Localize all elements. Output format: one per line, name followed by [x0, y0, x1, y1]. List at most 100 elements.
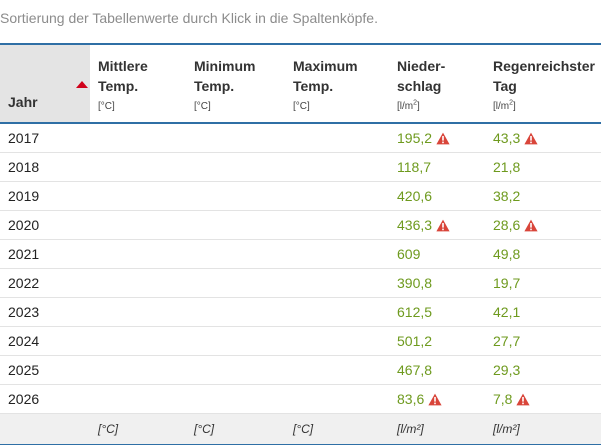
cell-year: 2025 — [0, 355, 90, 384]
column-header-line2: Tag — [493, 78, 517, 94]
cell-regenreichster-tag: 7,8 — [485, 384, 601, 413]
cell-mittlere-temp — [90, 152, 186, 181]
cell-regenreichster-tag-value: 43,3 — [493, 129, 521, 146]
weather-data-table: Jahr Mittlere Temp. [°C] Minimum Temp. [… — [0, 43, 601, 445]
cell-regenreichster-tag: 27,7 — [485, 326, 601, 355]
cell-maximum-temp — [285, 326, 389, 355]
cell-niederschlag-value: 390,8 — [397, 274, 433, 291]
cell-minimum-temp — [186, 297, 285, 326]
cell-regenreichster-tag-value: 28,6 — [493, 216, 521, 233]
cell-niederschlag: 436,3 — [389, 210, 485, 239]
cell-year: 2020 — [0, 210, 90, 239]
warning-triangle-icon — [428, 393, 442, 406]
cell-minimum-temp — [186, 355, 285, 384]
unit-end: ] — [513, 101, 516, 112]
table-header-row: Jahr Mittlere Temp. [°C] Minimum Temp. [… — [0, 44, 601, 123]
cell-mittlere-temp — [90, 384, 186, 413]
cell-year: 2023 — [0, 297, 90, 326]
cell-year-value: 2022 — [8, 274, 40, 291]
cell-year-value: 2024 — [8, 332, 40, 349]
column-header-line1: Mittlere — [98, 58, 148, 74]
column-header-unit: [°C] — [98, 101, 115, 112]
cell-niederschlag: 467,8 — [389, 355, 485, 384]
column-header-maximum-temp[interactable]: Maximum Temp. [°C] — [285, 44, 389, 123]
cell-niederschlag: 420,6 — [389, 181, 485, 210]
cell-year-value: 2023 — [8, 303, 40, 320]
cell-mittlere-temp — [90, 297, 186, 326]
cell-regenreichster-tag-value: 19,7 — [493, 274, 521, 291]
table-row: 2019 420,6 38,2 — [0, 181, 601, 210]
cell-year: 2022 — [0, 268, 90, 297]
cell-regenreichster-tag-value: 29,3 — [493, 361, 521, 378]
sort-ascending-icon — [76, 81, 88, 88]
table-row: 2018 118,7 21,8 — [0, 152, 601, 181]
footer-unit-maximum-temp: [°C] — [293, 421, 314, 436]
cell-niederschlag-value: 609 — [397, 245, 421, 262]
table-row: 2022 390,8 19,7 — [0, 268, 601, 297]
cell-niederschlag-value: 467,8 — [397, 361, 433, 378]
cell-year-value: 2017 — [8, 129, 40, 146]
cell-regenreichster-tag-value: 42,1 — [493, 303, 521, 320]
column-header-minimum-temp[interactable]: Minimum Temp. [°C] — [186, 44, 285, 123]
footer-unit-minimum-temp: [°C] — [194, 421, 215, 436]
cell-year-value: 2021 — [8, 245, 40, 262]
cell-niederschlag-value: 612,5 — [397, 303, 433, 320]
footer-unit-regenreichster-tag: [l/m²] — [493, 421, 520, 436]
table-row: 2023 612,5 42,1 — [0, 297, 601, 326]
cell-regenreichster-tag-value: 38,2 — [493, 187, 521, 204]
cell-niederschlag-value: 195,2 — [397, 129, 433, 146]
cell-regenreichster-tag: 43,3 — [485, 123, 601, 152]
column-header-line1: Nieder- — [397, 58, 446, 74]
cell-mittlere-temp — [90, 181, 186, 210]
column-header-line1: Maximum — [293, 58, 358, 74]
unit-superscript: 2 — [509, 99, 514, 107]
warning-triangle-icon — [524, 219, 538, 232]
cell-maximum-temp — [285, 239, 389, 268]
cell-minimum-temp — [186, 326, 285, 355]
cell-year: 2019 — [0, 181, 90, 210]
cell-minimum-temp — [186, 181, 285, 210]
column-header-line1: Minimum — [194, 58, 256, 74]
cell-regenreichster-tag: 42,1 — [485, 297, 601, 326]
warning-triangle-icon — [524, 132, 538, 145]
column-header-unit: [l/m2] — [397, 100, 479, 114]
column-header-line2: Temp. — [293, 78, 334, 94]
cell-minimum-temp — [186, 384, 285, 413]
column-header-niederschlag[interactable]: Nieder- schlag [l/m2] — [389, 44, 485, 123]
cell-regenreichster-tag-value: 49,8 — [493, 245, 521, 262]
table-row: 2024 501,2 27,7 — [0, 326, 601, 355]
cell-regenreichster-tag: 19,7 — [485, 268, 601, 297]
cell-regenreichster-tag: 38,2 — [485, 181, 601, 210]
cell-niederschlag: 390,8 — [389, 268, 485, 297]
cell-mittlere-temp — [90, 355, 186, 384]
column-header-line1: Regenreichster — [493, 58, 595, 74]
cell-niederschlag: 118,7 — [389, 152, 485, 181]
cell-regenreichster-tag-value: 27,7 — [493, 332, 521, 349]
cell-maximum-temp — [285, 123, 389, 152]
table-row: 2025 467,8 29,3 — [0, 355, 601, 384]
cell-niederschlag-value: 501,2 — [397, 332, 433, 349]
cell-mittlere-temp — [90, 268, 186, 297]
cell-regenreichster-tag: 29,3 — [485, 355, 601, 384]
cell-year-value: 2025 — [8, 361, 40, 378]
table-row: 2026 83,6 7,8 — [0, 384, 601, 413]
cell-year-value: 2019 — [8, 187, 40, 204]
column-header-label: Jahr — [8, 94, 38, 110]
warning-triangle-icon — [436, 132, 450, 145]
column-header-regenreichster-tag[interactable]: Regenreichster Tag [l/m2] — [485, 44, 601, 123]
cell-maximum-temp — [285, 297, 389, 326]
cell-niederschlag: 501,2 — [389, 326, 485, 355]
cell-regenreichster-tag: 49,8 — [485, 239, 601, 268]
column-header-jahr[interactable]: Jahr — [0, 44, 90, 123]
cell-year-value: 2020 — [8, 216, 40, 233]
column-header-mittlere-temp[interactable]: Mittlere Temp. [°C] — [90, 44, 186, 123]
unit-base: [l/m — [493, 101, 510, 112]
unit-base: [l/m — [397, 101, 414, 112]
cell-minimum-temp — [186, 239, 285, 268]
footer-unit-mittlere-temp: [°C] — [98, 421, 119, 436]
cell-maximum-temp — [285, 355, 389, 384]
cell-regenreichster-tag: 21,8 — [485, 152, 601, 181]
cell-mittlere-temp — [90, 210, 186, 239]
cell-maximum-temp — [285, 384, 389, 413]
table-row: 2021 609 49,8 — [0, 239, 601, 268]
